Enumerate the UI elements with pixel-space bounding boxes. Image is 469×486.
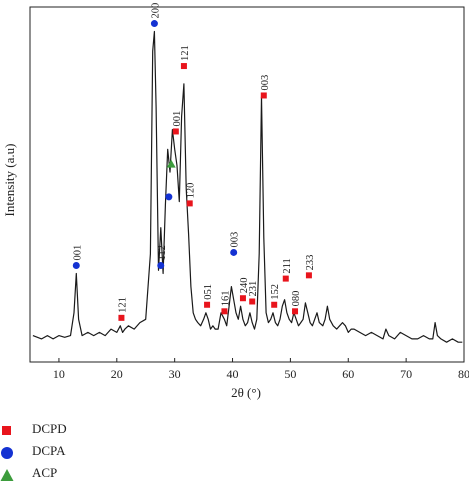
x-tick-label: 20 [111,367,123,381]
x-tick-label: 60 [342,367,354,381]
peak-label: 121 [117,297,128,313]
peak-label: 152 [270,284,281,300]
peak-label: 121 [180,45,191,61]
peak-label: 231 [248,281,259,297]
dcpa-marker [150,20,158,28]
dcpd-marker [118,314,125,321]
dcpa-marker [157,262,165,270]
dcpd-marker [180,63,187,70]
peak-label: 240 [239,277,250,293]
triangle-icon [0,469,14,481]
peak-label: 120 [186,183,197,199]
x-tick-label: 40 [227,367,239,381]
acp-marker [166,159,176,168]
plot-area [32,30,463,343]
peak-label: 001 [72,245,83,261]
legend-item-dcpa: DCPA [0,442,200,464]
peak-label: 003 [260,75,271,91]
legend-label-dcpd: DCPD [32,421,67,436]
dcpd-marker [186,200,193,207]
dcpd-marker [260,92,267,99]
x-tick-label: 50 [284,367,296,381]
peak-label: 003 [230,232,241,248]
dcpd-marker [239,295,246,302]
x-tick-label: 80 [458,367,469,381]
x-axis-label: 2θ (°) [231,385,261,400]
dcpd-marker [172,128,179,135]
dcpa-marker [72,262,80,270]
x-tick-label: 10 [53,367,65,381]
square-icon [2,426,11,435]
dcpd-marker [282,275,289,282]
peak-label: 200 [150,3,161,19]
xrd-pattern-line [32,30,463,343]
axes: 10 20 30 40 50 60 70 80 [29,6,469,381]
legend: DCPD DCPA ACP [0,410,200,481]
legend-item-dcpd: DCPD [0,420,200,442]
dcpd-marker [292,308,299,315]
dcpa-marker [165,193,173,201]
legend-label-acp: ACP [32,465,58,480]
plot-frame [29,6,465,363]
circle-icon [1,447,13,459]
dcpd-marker [305,272,312,279]
peak-label: 051 [203,284,214,300]
xrd-chart: 10 20 30 40 50 60 70 80 001 121 200 112 001 121 120 05… [2,3,469,400]
peak-label: 001 [172,111,183,127]
dcpa-marker [230,248,238,256]
peak-label: 112 [157,245,168,260]
peak-label: 161 [220,291,231,307]
dcpd-marker [271,301,278,308]
legend-label-dcpa: DCPA [32,443,66,458]
dcpd-marker [249,298,256,305]
x-tick-label: 30 [169,367,181,381]
y-axis-label: Intensity (a.u) [2,144,17,217]
dcpd-marker [221,308,228,315]
dcpd-marker [204,301,211,308]
peak-label: 080 [291,291,302,307]
legend-item-acp: ACP [0,464,200,486]
peak-label: 233 [305,255,316,271]
x-tick-label: 70 [400,367,412,381]
peak-label: 211 [282,258,293,273]
